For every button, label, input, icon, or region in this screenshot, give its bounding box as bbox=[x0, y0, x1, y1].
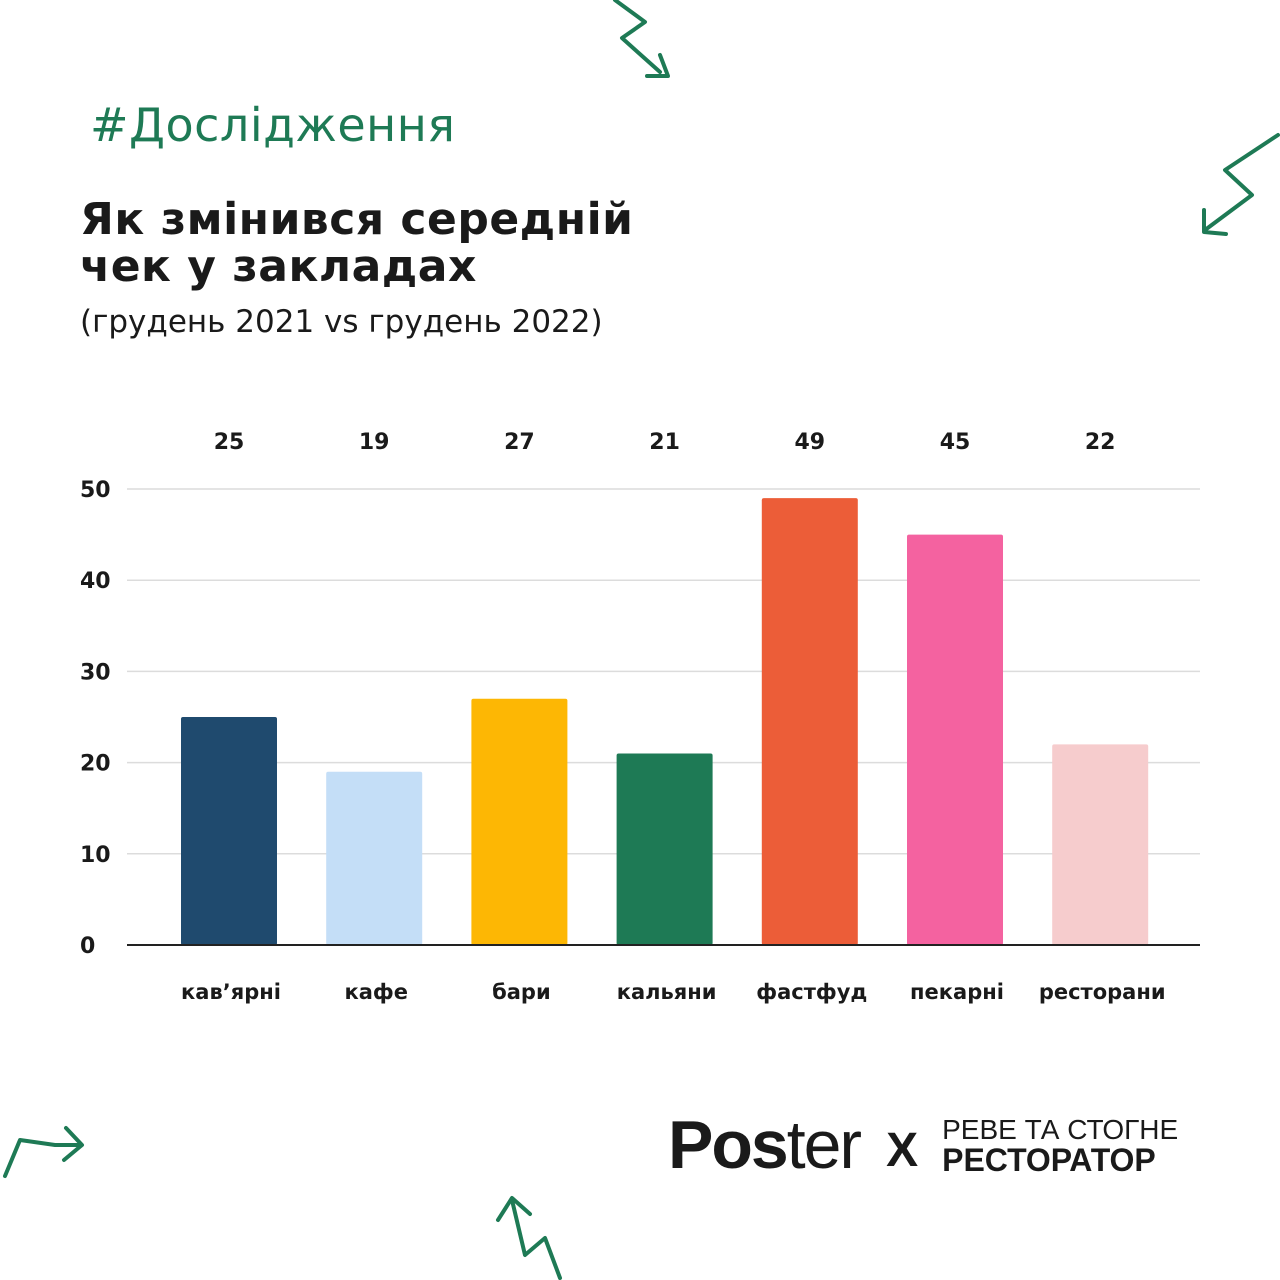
poster-logo-light: ter bbox=[786, 1107, 862, 1183]
y-tick-label: 50 bbox=[80, 478, 111, 503]
data-label: 45 bbox=[940, 430, 971, 455]
partner-logo: РЕВЕ ТА СТОГНЕ РЕСТОРАТОР bbox=[942, 1114, 1179, 1178]
bar-ресторани bbox=[1052, 744, 1149, 945]
bar-пекарні bbox=[907, 534, 1003, 945]
poster-logo: Poster bbox=[668, 1106, 862, 1184]
x-category-label: кафе bbox=[344, 980, 408, 1004]
hashtag-label: #Дослідження bbox=[90, 98, 456, 152]
poster-logo-bold: Pos bbox=[668, 1107, 789, 1183]
arrow-icon bbox=[3, 1126, 84, 1178]
x-category-label: бари bbox=[492, 980, 551, 1004]
data-label: 25 bbox=[214, 430, 245, 455]
data-label: 19 bbox=[359, 430, 390, 455]
x-category-label: кав’ярні bbox=[181, 980, 281, 1004]
collab-x: X bbox=[886, 1123, 919, 1177]
y-tick-label: 40 bbox=[80, 569, 111, 594]
bar-кав’ярні bbox=[181, 717, 277, 945]
data-label: 22 bbox=[1085, 430, 1116, 455]
y-tick-label: 30 bbox=[80, 660, 111, 685]
arrow-icon bbox=[1202, 133, 1280, 236]
y-tick-label: 0 bbox=[80, 934, 95, 959]
partner-line1: РЕВЕ ТА СТОГНЕ bbox=[942, 1114, 1179, 1145]
bar-бари bbox=[471, 698, 568, 945]
y-tick-label: 20 bbox=[80, 752, 111, 777]
arrow-icon bbox=[613, 0, 670, 78]
x-category-label: ресторани bbox=[1039, 980, 1166, 1004]
subtitle: (грудень 2021 vs грудень 2022) bbox=[80, 304, 603, 340]
bar-фастфуд bbox=[761, 498, 858, 945]
page-title: Як змінився середній чек у закладах bbox=[80, 196, 634, 290]
x-category-label: пекарні bbox=[910, 980, 1004, 1004]
footer-logos: Poster X РЕВЕ ТА СТОГНЕ РЕСТОРАТОР bbox=[668, 1106, 1178, 1184]
bar-кальяни bbox=[616, 753, 713, 945]
data-label: 49 bbox=[794, 430, 825, 455]
bar-кафе bbox=[326, 771, 423, 945]
x-category-label: кальяни bbox=[617, 980, 717, 1004]
y-tick-label: 10 bbox=[80, 843, 111, 868]
partner-line2: РЕСТОРАТОР bbox=[942, 1142, 1156, 1178]
title-line: чек у закладах bbox=[80, 241, 477, 292]
data-label: 27 bbox=[504, 430, 535, 455]
x-category-label: фастфуд bbox=[756, 980, 867, 1004]
title-line: Як змінився середній bbox=[80, 194, 634, 245]
data-label: 21 bbox=[649, 430, 680, 455]
arrow-icon bbox=[496, 1196, 562, 1280]
